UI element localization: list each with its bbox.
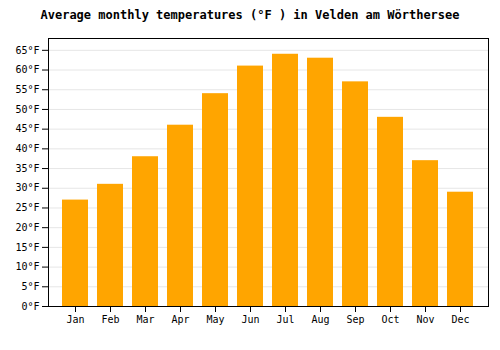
svg-text:55°F: 55°F bbox=[15, 84, 39, 95]
svg-text:0°F: 0°F bbox=[21, 301, 39, 312]
svg-text:10°F: 10°F bbox=[15, 261, 39, 272]
svg-text:Sep: Sep bbox=[346, 314, 364, 325]
svg-text:60°F: 60°F bbox=[15, 64, 39, 75]
svg-text:35°F: 35°F bbox=[15, 163, 39, 174]
svg-text:Mar: Mar bbox=[136, 314, 154, 325]
svg-text:Dec: Dec bbox=[451, 314, 469, 325]
svg-text:Jul: Jul bbox=[276, 314, 294, 325]
svg-text:Oct: Oct bbox=[381, 314, 399, 325]
svg-text:20°F: 20°F bbox=[15, 222, 39, 233]
svg-text:Feb: Feb bbox=[101, 314, 119, 325]
svg-text:30°F: 30°F bbox=[15, 182, 39, 193]
svg-text:15°F: 15°F bbox=[15, 242, 39, 253]
svg-text:May: May bbox=[206, 314, 224, 325]
svg-text:Aug: Aug bbox=[311, 314, 329, 325]
svg-text:25°F: 25°F bbox=[15, 202, 39, 213]
svg-text:Jan: Jan bbox=[66, 314, 84, 325]
svg-text:5°F: 5°F bbox=[21, 281, 39, 292]
svg-text:45°F: 45°F bbox=[15, 123, 39, 134]
svg-text:Apr: Apr bbox=[171, 314, 189, 325]
html-text:Average monthly temperatures (: Average monthly temperatures (°F ) in Ve… bbox=[40, 8, 460, 22]
svg-text:40°F: 40°F bbox=[15, 143, 39, 154]
svg-text:50°F: 50°F bbox=[15, 104, 39, 115]
svg-text:65°F: 65°F bbox=[15, 45, 39, 56]
svg-text:Jun: Jun bbox=[241, 314, 259, 325]
svg-text:Nov: Nov bbox=[416, 314, 434, 325]
